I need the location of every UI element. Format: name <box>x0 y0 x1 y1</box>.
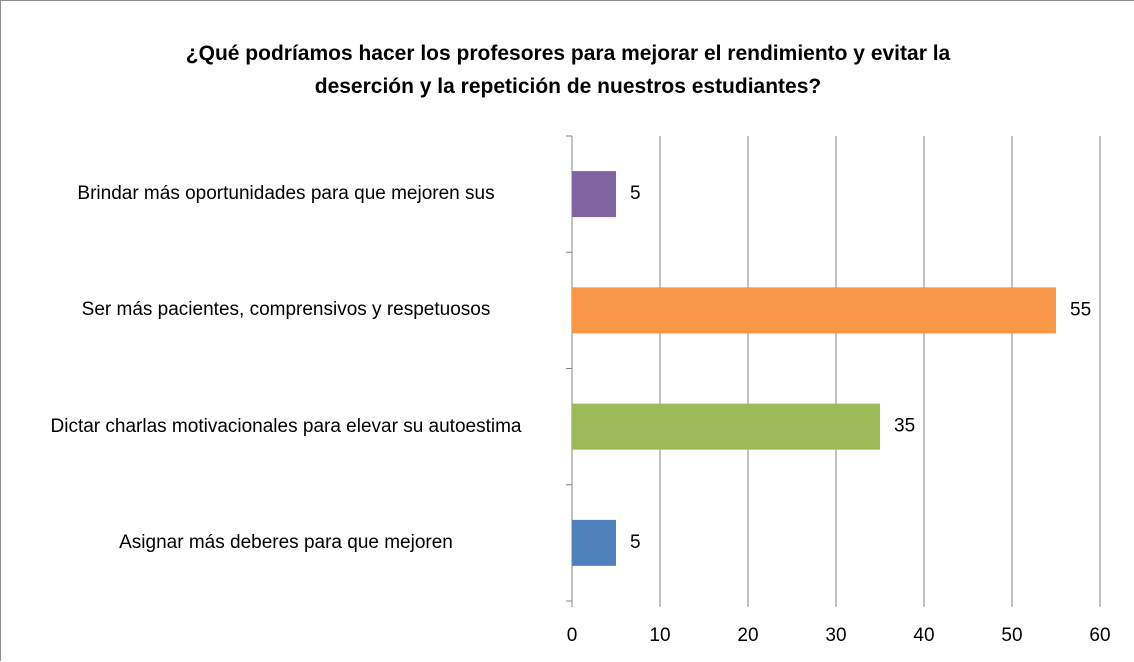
data-label: 5 <box>630 532 641 553</box>
x-tick-label: 30 <box>825 625 846 646</box>
category-label: Brindar más oportunidades para que mejor… <box>77 183 495 205</box>
bar <box>572 171 616 218</box>
data-label: 5 <box>630 183 641 204</box>
data-label: 35 <box>894 416 915 437</box>
x-tick-label: 40 <box>913 625 934 646</box>
bar <box>572 287 1056 334</box>
chart-title: ¿Qué podríamos hacer los profesores para… <box>185 42 951 98</box>
category-label: Dictar charlas motivacionales para eleva… <box>50 415 522 437</box>
category-label: Ser más pacientes, comprensivos y respet… <box>81 299 491 321</box>
category-label: Asignar más deberes para que mejoren <box>119 531 453 553</box>
x-tick-label: 60 <box>1089 625 1110 646</box>
data-label: 55 <box>1070 299 1091 320</box>
x-tick-label: 0 <box>567 625 578 646</box>
bar <box>572 519 616 566</box>
x-tick-label: 10 <box>649 625 670 646</box>
x-tick-label: 20 <box>737 625 758 646</box>
x-tick-label: 50 <box>1001 625 1022 646</box>
bar <box>572 403 880 450</box>
